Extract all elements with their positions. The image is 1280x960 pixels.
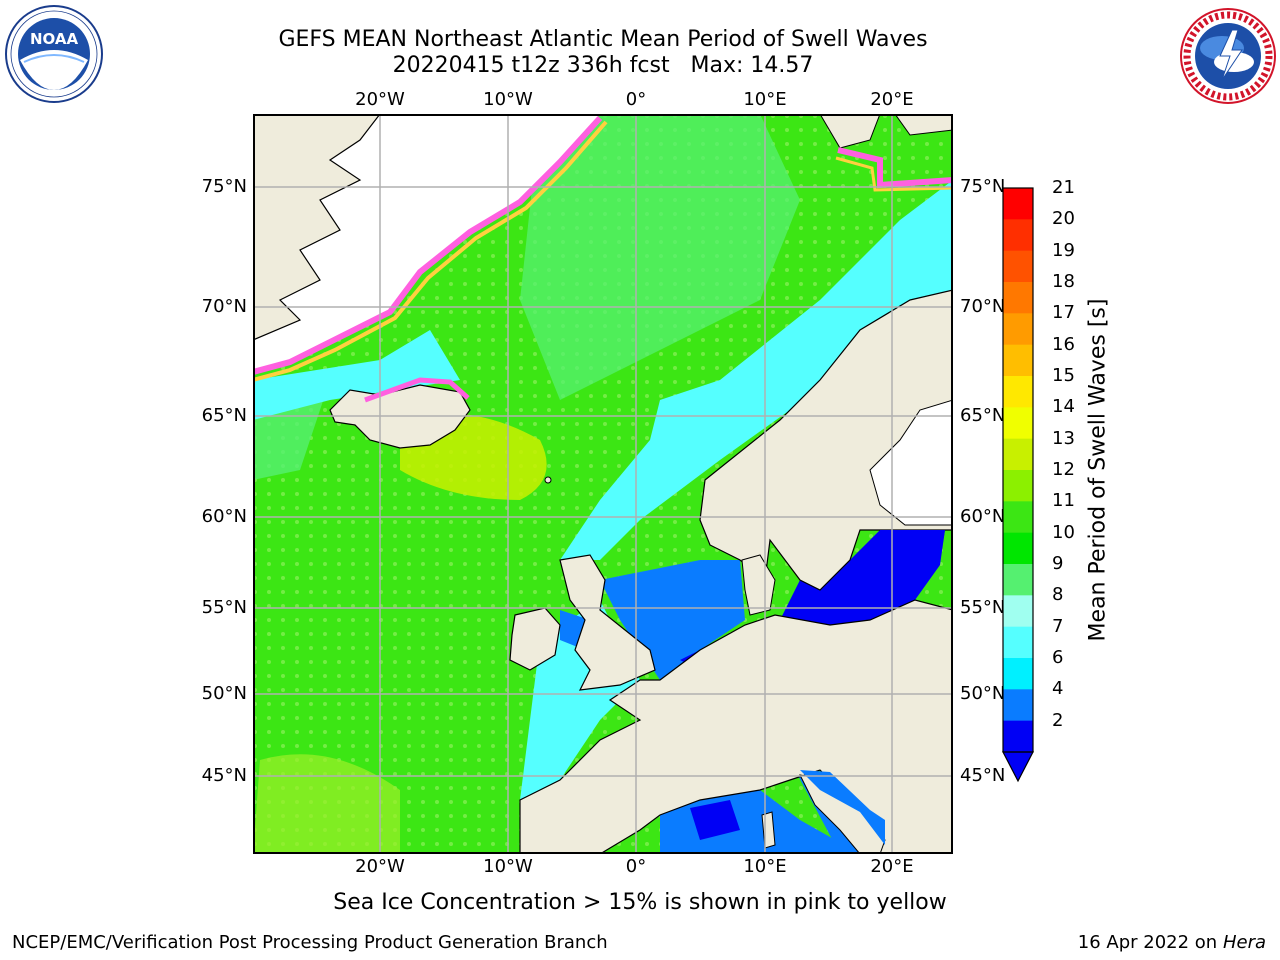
colorbar-tick-label: 18 — [1052, 271, 1075, 292]
colorbar-segment — [1003, 219, 1033, 252]
land-great-britain — [559, 554, 656, 691]
lat-label-left: 60°N — [201, 506, 247, 527]
colorbar-tick-label: 20 — [1052, 208, 1075, 230]
colorbar-segment — [1003, 282, 1033, 314]
gulf-of-bothnia — [869, 399, 953, 526]
lon-label-top: 10°E — [743, 89, 787, 110]
lat-label-right: 55°N — [960, 597, 1006, 618]
sea-ice-edge — [835, 156, 953, 192]
land-denmark — [741, 554, 776, 616]
land-svalbard — [819, 114, 881, 149]
colorbar-tick-label: 17 — [1052, 302, 1075, 324]
colorbar-segment — [1003, 344, 1033, 377]
colorbar-segment — [1003, 689, 1033, 722]
colorbar-segment — [1003, 376, 1033, 408]
land-svalbard — [894, 114, 953, 136]
sea-ice-edge — [253, 120, 608, 382]
sea-ice-edge — [364, 377, 470, 403]
lon-label-bottom: 20°W — [355, 856, 405, 877]
colorbar-tick-label: 10 — [1052, 521, 1075, 543]
colorbar-segment — [1003, 407, 1033, 440]
colorbar-segment — [1003, 532, 1033, 565]
lon-label-bottom: 10°W — [483, 856, 533, 877]
colorbar-segment — [1003, 188, 1033, 220]
lat-label-right: 75°N — [960, 176, 1006, 197]
graticule — [253, 114, 953, 854]
footer-date: 16 Apr 2022 on Hera — [1078, 932, 1266, 953]
lon-label-top: 0° — [625, 89, 647, 110]
colorbar-segment — [1003, 658, 1033, 690]
nws-logo — [1180, 8, 1276, 104]
colorbar-segment — [1003, 438, 1033, 471]
colorbar-title: Mean Period of Swell Waves [s] — [1085, 298, 1111, 642]
lat-label-right: 45°N — [960, 765, 1006, 786]
noaa-logo-text: NOAA — [30, 30, 79, 48]
land-faroe — [544, 476, 552, 484]
chart-title: GEFS MEAN Northeast Atlantic Mean Period… — [278, 27, 928, 52]
ocean-yellow-green-area — [253, 754, 400, 854]
ocean-cyan-area — [253, 330, 460, 420]
sea-ice-edge — [253, 115, 603, 375]
land-ireland — [509, 607, 561, 671]
colorbar-tick-label: 21 — [1052, 177, 1075, 198]
colorbar-tick-label: 8 — [1052, 584, 1064, 606]
lat-label-left: 45°N — [201, 765, 247, 786]
lon-label-top: 10°W — [483, 89, 533, 110]
colorbar-tick-label: 6 — [1052, 647, 1064, 668]
colorbar-tick-label: 2 — [1052, 709, 1064, 731]
lat-label-left: 55°N — [201, 597, 247, 618]
ocean-cyan-area — [560, 180, 953, 560]
chart-subtitle: 20220415 t12z 336h fcst Max: 14.57 — [392, 53, 814, 78]
lat-label-left: 65°N — [201, 405, 247, 426]
lat-label-right: 70°N — [960, 296, 1006, 317]
colorbar-segment — [1003, 313, 1033, 346]
swell-period-map — [253, 114, 953, 854]
lon-label-bottom: 10°E — [743, 856, 787, 877]
ocean-blue-area — [800, 770, 885, 845]
lat-label-left: 75°N — [201, 176, 247, 197]
colorbar-segment — [1003, 564, 1033, 596]
lon-label-top: 20°E — [870, 89, 914, 110]
lat-label-left: 70°N — [201, 296, 247, 317]
footer-credit: NCEP/EMC/Verification Post Processing Pr… — [12, 932, 608, 953]
colorbar-extend-arrow — [1002, 751, 1034, 783]
colorbar-tick-label: 11 — [1052, 490, 1075, 512]
lon-label-bottom: 20°E — [870, 856, 914, 877]
ocean-deep-blue-area — [790, 530, 945, 625]
sea-ice-edge — [837, 147, 953, 189]
colorbar-tick-label: 19 — [1052, 239, 1075, 261]
colorbar-tick-label: 14 — [1052, 396, 1075, 418]
footer-machine: Hera — [1222, 932, 1266, 953]
land-greenland-coast — [253, 114, 381, 341]
noaa-logo: NOAA — [5, 5, 103, 103]
lat-label-right: 50°N — [960, 683, 1006, 704]
lat-label-left: 50°N — [201, 683, 247, 704]
colorbar-tick-label: 7 — [1052, 615, 1064, 637]
colorbar-tick-label: 9 — [1052, 553, 1064, 574]
colorbar-tick-label: 15 — [1052, 365, 1075, 386]
colorbar-border — [1002, 187, 1034, 753]
lon-label-bottom: 0° — [625, 856, 647, 877]
colorbar — [1002, 187, 1034, 783]
colorbar-tick-label: 16 — [1052, 333, 1075, 355]
ocean-light-green-area — [520, 114, 800, 400]
colorbar-segment — [1003, 626, 1033, 659]
lon-label-top: 20°W — [355, 89, 405, 110]
colorbar-segment — [1003, 250, 1033, 283]
sea-ice-note: Sea Ice Concentration > 15% is shown in … — [333, 890, 947, 915]
map-border — [253, 114, 953, 854]
colorbar-segment — [1003, 595, 1033, 628]
lat-label-right: 60°N — [960, 506, 1006, 527]
colorbar-tick-label: 13 — [1052, 427, 1075, 449]
colorbar-tick-label: 12 — [1052, 459, 1075, 480]
colorbar-tick-label: 4 — [1052, 678, 1064, 700]
footer-date-text: 16 Apr 2022 on — [1077, 932, 1223, 953]
land-scandinavia — [699, 289, 953, 591]
lat-label-right: 65°N — [960, 405, 1006, 426]
colorbar-segment — [1003, 470, 1033, 502]
colorbar-segment — [1003, 501, 1033, 534]
colorbar-segment — [1003, 720, 1033, 753]
ocean-deep-blue-area — [690, 800, 740, 840]
